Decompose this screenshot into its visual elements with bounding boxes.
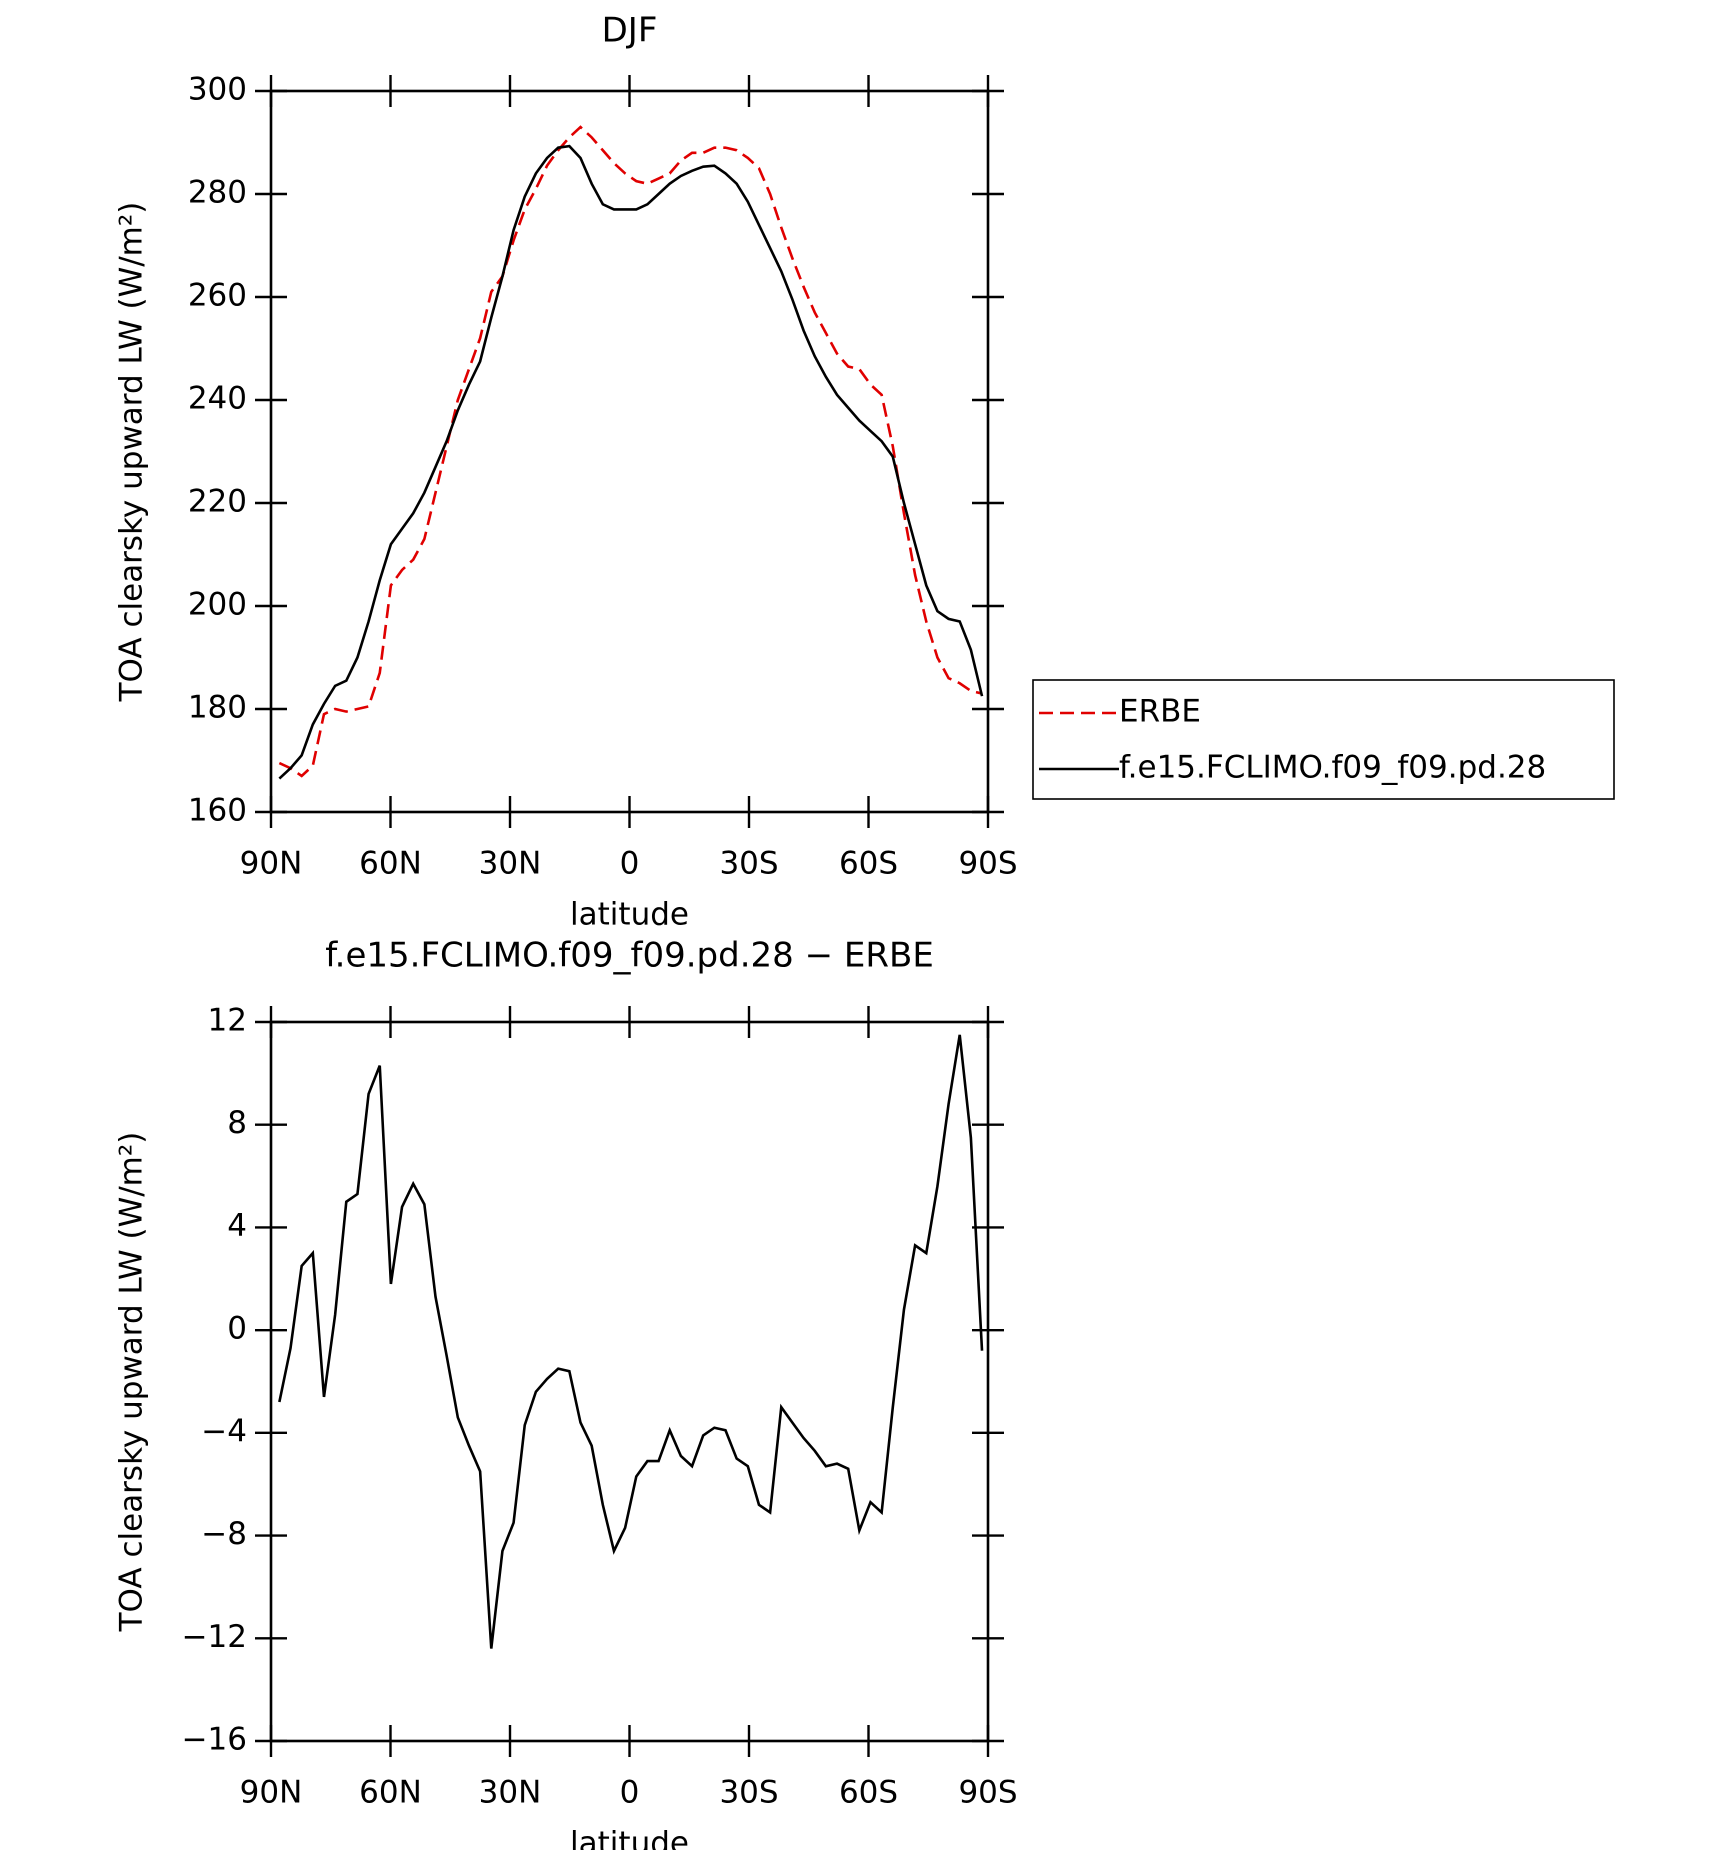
y-tick-label: 0	[227, 1311, 247, 1347]
y-tick-label: 8	[227, 1105, 247, 1141]
x-tick-label: 90N	[240, 1775, 303, 1811]
x-tick-label: 0	[620, 1775, 640, 1811]
y-tick-label: 200	[188, 587, 247, 623]
y-tick-label: 280	[188, 175, 247, 211]
plot-frame	[269, 89, 990, 814]
y-tick-label: −8	[201, 1516, 247, 1552]
y-tick-label: 260	[188, 278, 247, 314]
plot-frame	[269, 1020, 990, 1743]
y-axis-label: TOA clearsky upward LW (W/m²)	[114, 202, 150, 703]
x-tick-label: 60S	[839, 1775, 898, 1811]
x-tick-label: 60N	[359, 1775, 422, 1811]
legend-label: f.e15.FCLIMO.f09_f09.pd.28	[1119, 750, 1546, 786]
x-tick-label: 30S	[719, 846, 778, 882]
y-axis-label: TOA clearsky upward LW (W/m²)	[114, 1132, 150, 1633]
y-tick-label: 240	[188, 381, 247, 417]
chart-title: DJF	[602, 11, 658, 51]
y-tick-label: 220	[188, 484, 247, 520]
chart-title: f.e15.FCLIMO.f09_f09.pd.28 − ERBE	[325, 936, 934, 976]
x-tick-label: 30N	[479, 1775, 542, 1811]
y-tick-label: 12	[208, 1003, 247, 1039]
data-line	[278, 125, 983, 778]
y-tick-label: 160	[188, 793, 247, 829]
y-tick-label: 180	[188, 690, 247, 726]
data-line	[278, 1034, 984, 1649]
x-tick-label: 90N	[240, 846, 303, 882]
legend-label: ERBE	[1119, 694, 1201, 730]
x-tick-label: 30S	[719, 1775, 778, 1811]
x-tick-label: 30N	[479, 846, 542, 882]
x-axis-label: latitude	[570, 897, 689, 933]
x-tick-label: 90S	[958, 846, 1017, 882]
data-line	[278, 144, 984, 780]
y-tick-label: −4	[201, 1413, 247, 1449]
x-tick-label: 90S	[958, 1775, 1017, 1811]
legend-box	[1032, 679, 1615, 800]
x-axis-label: latitude	[570, 1826, 689, 1850]
y-tick-label: −12	[182, 1619, 247, 1655]
y-tick-label: −16	[182, 1722, 247, 1758]
x-tick-label: 0	[620, 846, 640, 882]
y-tick-label: 300	[188, 72, 247, 108]
x-tick-label: 60S	[839, 846, 898, 882]
x-tick-label: 60N	[359, 846, 422, 882]
y-tick-label: 4	[227, 1208, 247, 1244]
